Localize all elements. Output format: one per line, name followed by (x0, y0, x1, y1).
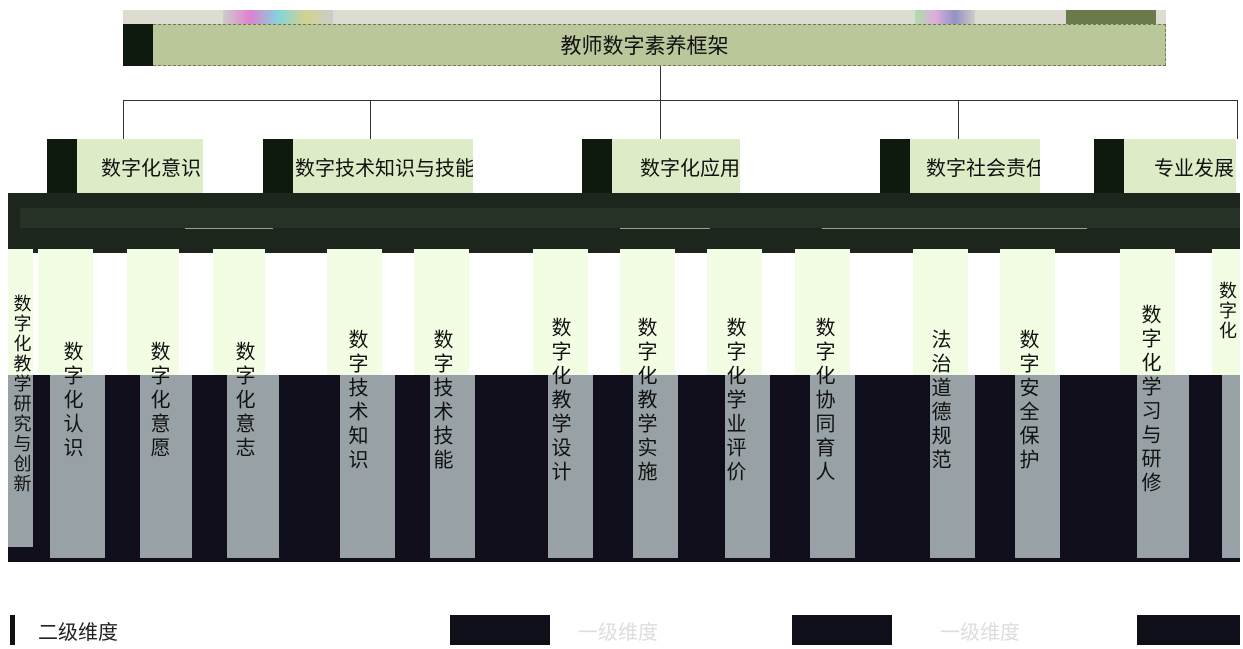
l1-node-marker (47, 139, 77, 193)
root-node: 教师数字素养框架 (123, 24, 1166, 66)
l1-node: 数字技术知识与技能 (293, 139, 473, 193)
l1-label: 数字技术知识与技能 (295, 155, 473, 180)
l2-label: 数字技术技能 (430, 329, 454, 473)
l2-node-top (1212, 249, 1240, 375)
l2-label: 数字化学业评价 (723, 317, 747, 485)
l2-node-top (1000, 249, 1055, 375)
legend-label: 一级维度 (940, 620, 1020, 644)
l1-node-marker (1094, 139, 1124, 193)
l2-node: 数字安全保护 (1006, 249, 1051, 562)
l2-node-bottom (1137, 375, 1189, 558)
legend-swatch (450, 615, 550, 645)
l2-node-top (8, 249, 33, 375)
l1-node: 数字化应用 (612, 139, 740, 193)
l2-node-bottom (340, 375, 395, 558)
l2-node-bottom (227, 375, 279, 558)
header-noise (915, 10, 975, 24)
l2-node-top (620, 249, 675, 375)
l2-label: 数字化学习与研修 (1138, 304, 1162, 496)
header-noise (1066, 10, 1156, 24)
connector-line (822, 228, 1087, 229)
connector-l1 (660, 100, 661, 139)
connector-band (20, 208, 1240, 228)
connector-root (660, 66, 661, 101)
l1-node: 数字社会责任 (910, 139, 1040, 193)
l2-node: 数字技术技能 (420, 249, 465, 562)
connector-line (185, 228, 273, 229)
l2-node: 数字化协同育人 (802, 249, 847, 562)
legend-label: 二级维度 (38, 620, 118, 644)
l2-node: 数字技术知识 (335, 249, 380, 562)
root-node-marker (123, 24, 153, 66)
l2-node: 法治道德规范 (918, 249, 963, 562)
l2-node: 数字化意志 (222, 249, 267, 562)
l2-label: 数字化 (1216, 281, 1237, 341)
l2-node-bottom (140, 375, 192, 558)
l1-node-marker (582, 139, 612, 193)
l2-node-top (913, 249, 968, 375)
l2-node: 数字化教学设计 (538, 249, 583, 562)
l1-label: 数字化意识 (101, 155, 201, 180)
l2-node-top (327, 249, 382, 375)
connector-l1 (958, 100, 959, 139)
l1-node-marker (880, 139, 910, 193)
l2-label: 数字化协同育人 (812, 317, 836, 485)
l2-node-bottom (430, 375, 475, 558)
l2-node-top (795, 249, 850, 375)
l2-node: 数字化 (1212, 249, 1240, 562)
l2-node-bottom (725, 375, 770, 558)
l2-node-top (1120, 249, 1175, 375)
l1-node: 数字化意识 (77, 139, 203, 193)
root-title: 教师数字素养框架 (560, 34, 729, 58)
l2-node: 数字化认识 (50, 249, 95, 562)
l2-label: 数字化意愿 (147, 341, 171, 461)
l1-label: 数字社会责任 (926, 155, 1040, 180)
l2-node-top (213, 249, 265, 375)
header-strip (123, 10, 1166, 24)
l1-node-marker (263, 139, 293, 193)
l2-node-bottom (50, 375, 105, 558)
l2-node-bottom (8, 375, 33, 547)
l2-node: 数字化学业评价 (713, 249, 758, 562)
legend-swatch (1137, 615, 1240, 645)
l2-node-bottom (1015, 375, 1060, 558)
legend-label: 一级维度 (578, 620, 658, 644)
legend-swatch (792, 615, 892, 645)
l2-node-bottom (633, 375, 678, 558)
connector-l1 (1237, 100, 1238, 139)
l2-node-top (707, 249, 762, 375)
l2-node-bottom (930, 375, 975, 558)
l2-label: 数字化认识 (60, 341, 84, 461)
l1-label: 数字化应用 (640, 155, 740, 180)
l2-node-bottom (1222, 375, 1240, 558)
l2-label: 数字安全保护 (1016, 329, 1040, 473)
l2-label: 数字化教学设计 (548, 317, 572, 485)
l1-label: 专业发展 (1154, 155, 1234, 180)
l2-node-bottom (810, 375, 855, 558)
connector-line (620, 228, 710, 229)
connector-l1 (370, 100, 371, 139)
l2-node: 数字化意愿 (137, 249, 182, 562)
l2-label: 数字化教学实施 (634, 317, 658, 485)
l2-label: 数字化教学研究与创新 (10, 294, 32, 494)
connector-horizontal (123, 100, 1238, 101)
connector-l1 (123, 100, 124, 139)
l2-label: 法治道德规范 (928, 329, 952, 473)
header-noise (223, 10, 333, 24)
l2-node-top (414, 249, 469, 375)
l2-label: 数字化意志 (232, 341, 256, 461)
l2-node: 数字化学习与研修 (1128, 249, 1173, 562)
legend-swatch (10, 615, 15, 645)
l2-node: 数字化教学实施 (624, 249, 669, 562)
l2-node-bottom (548, 375, 593, 558)
l1-node: 专业发展 (1124, 139, 1236, 193)
l2-node: 数字化教学研究与创新 (8, 249, 33, 562)
l2-node-top (38, 249, 93, 375)
l2-node-top (127, 249, 179, 375)
l2-node-top (533, 249, 588, 375)
l2-label: 数字技术知识 (345, 329, 369, 473)
